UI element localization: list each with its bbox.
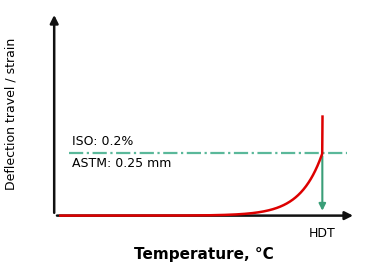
Text: HDT: HDT bbox=[309, 227, 336, 240]
Text: Temperature, °C: Temperature, °C bbox=[134, 247, 273, 262]
Text: ASTM: 0.25 mm: ASTM: 0.25 mm bbox=[73, 158, 172, 170]
Text: Deflection travel / strain: Deflection travel / strain bbox=[4, 38, 17, 190]
Text: ISO: 0.2%: ISO: 0.2% bbox=[73, 135, 134, 148]
